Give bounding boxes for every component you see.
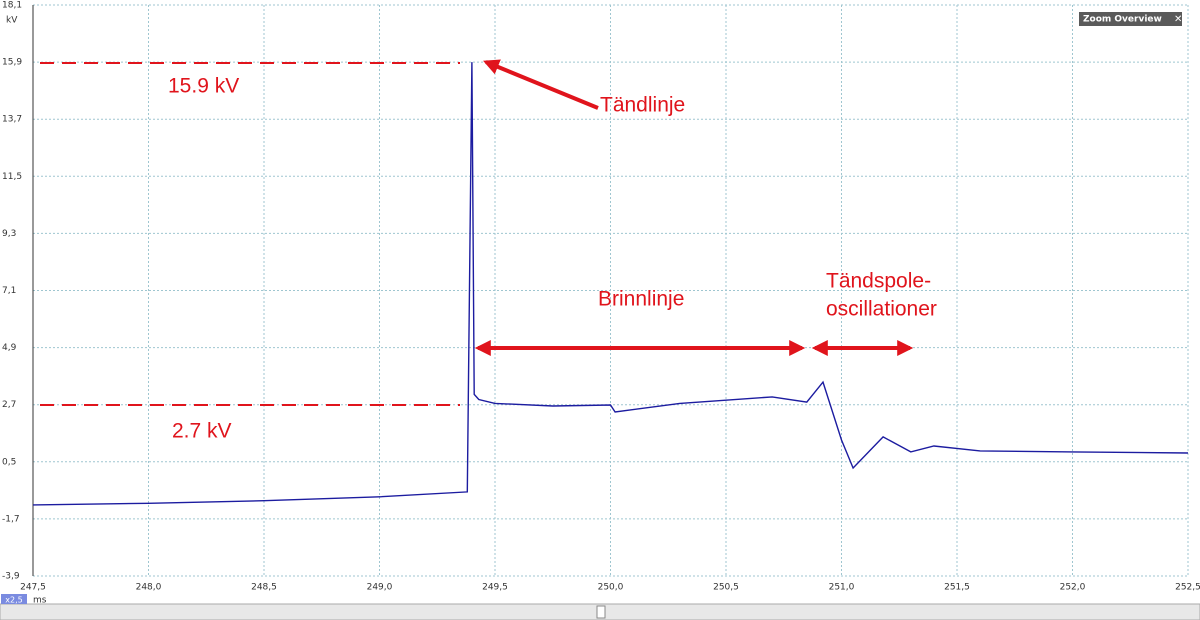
y-tick-label: 7,1: [2, 286, 16, 296]
annotation: oscillationer: [826, 298, 937, 321]
y-unit: kV: [6, 16, 18, 26]
y-tick-label: 15,9: [2, 58, 22, 68]
annotation: 2.7 kV: [172, 420, 232, 443]
y-tick-label: -3,9: [2, 572, 20, 582]
x-tick-label: 250,5: [713, 583, 739, 593]
arrow: [483, 59, 599, 110]
x-tick-label: 248,0: [136, 583, 162, 593]
y-tick-label: 0,5: [2, 457, 16, 467]
annotation: Tändlinje: [600, 94, 685, 117]
close-button[interactable]: ✕: [1174, 14, 1182, 25]
x-tick-label: 247,5: [20, 583, 46, 593]
scroll-thumb[interactable]: [596, 605, 606, 619]
y-tick-label: 9,3: [2, 229, 16, 239]
y-tick-label: -1,7: [2, 514, 20, 524]
x-tick-label: 252,0: [1060, 583, 1086, 593]
x-tick-label: 249,5: [482, 583, 508, 593]
y-tick-label: 13,7: [2, 115, 22, 125]
x-tick-label: 248,5: [251, 583, 277, 593]
annotation: 15.9 kV: [168, 75, 239, 98]
annotation: Tändspole-: [826, 270, 931, 293]
trace: [32, 62, 1189, 506]
annotation: Brinnlinje: [598, 288, 684, 311]
x-tick-label: 250,0: [598, 583, 624, 593]
zoom-overview-panel[interactable]: [1079, 12, 1182, 26]
zoom-badge: [1, 594, 27, 604]
y-tick-label: 11,5: [2, 172, 22, 182]
x-tick-label: 251,5: [944, 583, 970, 593]
y-tick-label: 2,7: [2, 400, 16, 410]
y-tick-label: 4,9: [2, 343, 17, 353]
zoom-label: x2,5: [5, 596, 22, 605]
x-unit: ms: [33, 596, 47, 606]
zoom-overview-title: Zoom Overview: [1083, 15, 1162, 25]
y-tick-label: 18,1: [2, 1, 22, 11]
x-tick-label: 251,0: [829, 583, 855, 593]
x-tick-label: 252,5: [1175, 583, 1200, 593]
x-tick-label: 249,0: [367, 583, 393, 593]
